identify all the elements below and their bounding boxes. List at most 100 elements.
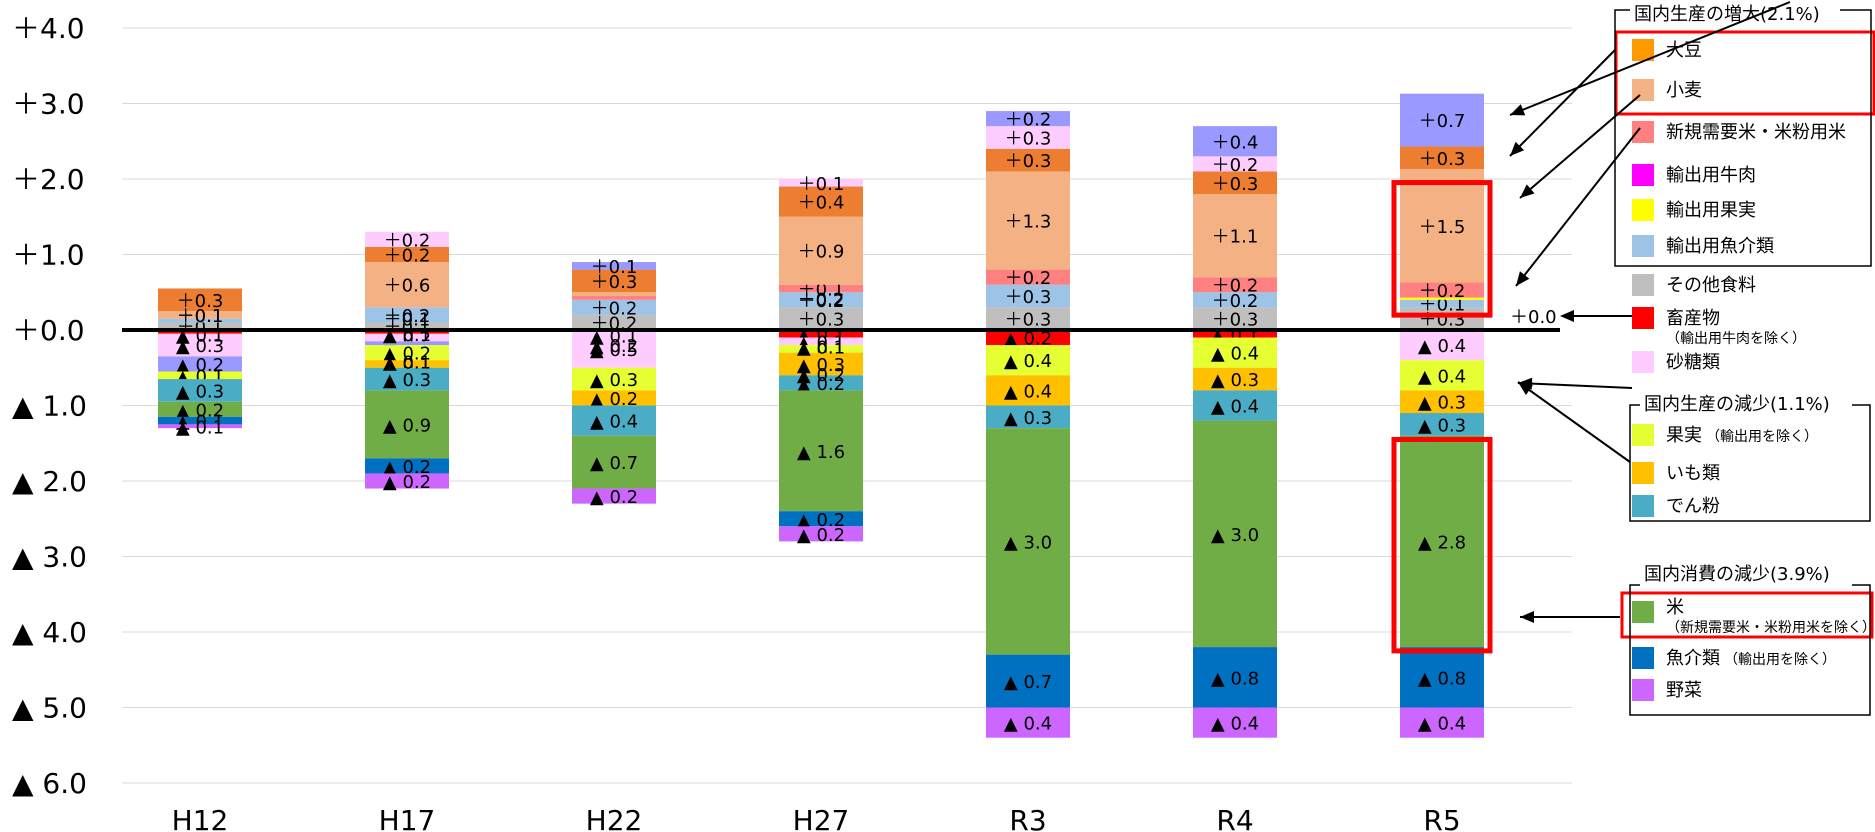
legend-title-bg [1640, 563, 1852, 587]
segment-label: ＋0.4 [1212, 132, 1259, 153]
bar-segment-veg [1400, 707, 1484, 738]
bar-segment-other [572, 314, 656, 330]
arrow-line [1509, 49, 1616, 157]
legend-swatch [1632, 307, 1654, 329]
segment-label: ▲ 2.8 [1418, 532, 1466, 553]
bar-segment-fruit [1400, 360, 1484, 391]
x-tick-label: H12 [172, 804, 229, 832]
y-tick-label: ＋0.0 [12, 314, 85, 347]
bar-segment-fruit [572, 367, 656, 391]
segment-label: ＋0.2 [1419, 281, 1466, 302]
bar-segment-sugar_pos [365, 231, 449, 247]
segment-label: ＋0.9 [798, 242, 845, 263]
legend-note: （輸出用牛肉を除く） [1666, 331, 1806, 347]
segment-label: ▲ 0.3 [1004, 408, 1052, 429]
legend-label: 砂糖類 [1666, 352, 1720, 373]
legend-title-bg [1640, 392, 1852, 416]
highlight-legend-soy-wheat [1614, 30, 1875, 116]
arrow-line [1519, 94, 1641, 199]
bar-segment-rice [1400, 435, 1484, 648]
bar-segment-fish [1193, 647, 1277, 708]
bar-segment-potato [1193, 367, 1277, 391]
bar-segment-rice [158, 401, 242, 417]
bar-segment-potato [1400, 390, 1484, 414]
legend-title-bg [1630, 1, 1840, 23]
segment-label: ＋0.2 [1005, 268, 1052, 289]
segment-label: ▲ 0.7 [1004, 672, 1052, 693]
legend-swatch [1632, 495, 1654, 517]
arrow-line [1517, 381, 1631, 463]
y-tick-label: ＋4.0 [12, 12, 85, 45]
segment-label: ▲ 0.3 [1418, 393, 1466, 414]
segment-label: ＋0.3 [177, 291, 224, 312]
segment-label: ▲ 0.1 [797, 338, 845, 359]
x-tick-label: H22 [586, 804, 643, 832]
bar-segment-fruit [986, 345, 1070, 376]
segment-label: ▲ 0.4 [1211, 714, 1259, 735]
arrow-head [1516, 271, 1530, 286]
arrow-head [1520, 184, 1535, 198]
bar-segment-top_blue [1400, 93, 1484, 147]
bar-segment-rice [1193, 420, 1277, 648]
bar-segment-starch [365, 367, 449, 391]
bar-segment-potato [986, 375, 1070, 406]
bar-segment-export_fruit [1400, 297, 1484, 300]
bar-segment-sugar [158, 333, 242, 357]
segment-label: ▲ 0.1 [383, 353, 431, 374]
bar-segment-new_rice [572, 296, 656, 300]
bar-segment-soy [779, 186, 863, 217]
segment-label: ＋0.3 [1212, 310, 1259, 331]
legend-group-title: 国内生産の増大(2.1%) [1634, 4, 1820, 25]
legend-label: いも類 [1666, 463, 1720, 484]
bar-segment-soy [158, 288, 242, 312]
segment-label: ＋0.1 [591, 257, 638, 278]
legend-swatch [1632, 351, 1654, 373]
bar-segment-livestock [986, 330, 1070, 346]
segment-label: ▲ 0.2 [383, 457, 431, 478]
arrow-head [1518, 382, 1533, 396]
segment-label: ▲ 0.4 [1211, 344, 1259, 365]
segment-label: ＋0.3 [1005, 310, 1052, 331]
legend-label: 畜産物 [1666, 308, 1720, 329]
bar-segment-rice [986, 428, 1070, 655]
bar-segment-veg [779, 526, 863, 542]
bar-segment-export_fish [1193, 292, 1277, 308]
legend-swatch [1632, 121, 1654, 143]
bar-segment-new_rice [1193, 277, 1277, 293]
arrow-head [1510, 141, 1525, 156]
bar-segment-other [779, 307, 863, 330]
legend-swatch [1632, 601, 1654, 623]
bar-segment-rice [572, 435, 656, 489]
bar-segment-other [158, 322, 242, 330]
segment-label: ＋1.5 [1419, 217, 1466, 238]
segment-label: ▲ 0.9 [383, 415, 431, 436]
segment-label: ▲ 0.3 [1211, 370, 1259, 391]
segment-label: ▲ 0.4 [1004, 351, 1052, 372]
segment-label: ▲ 1.6 [797, 442, 845, 463]
bar-segment-soy [1400, 146, 1484, 170]
bar-segment-starch [572, 405, 656, 436]
bar-segment-new_rice [1400, 282, 1484, 298]
y-tick-label: ＋1.0 [12, 239, 85, 272]
bar-segment-rice [365, 390, 449, 459]
segment-label: ＋0.2 [798, 291, 845, 312]
segment-label: ▲ 3.0 [1004, 532, 1052, 553]
legend-label: 輸出用果実 [1666, 200, 1756, 221]
x-tick-label: R4 [1216, 804, 1253, 832]
bar-segment-livestock [1193, 330, 1277, 338]
y-tick-label: ＋2.0 [12, 163, 85, 196]
bar-segment-sugar_pos [1193, 156, 1277, 172]
legend: 国内生産の増大(2.1%) 大豆小麦新規需要米・米粉用米輸出用牛肉輸出用果実輸出用… [1614, 1, 1875, 716]
legend-swatch [1632, 164, 1654, 186]
segment-label: ＋0.2 [1005, 110, 1052, 131]
y-tick-label: ▲ 3.0 [12, 541, 87, 574]
bar-segment-fish [365, 458, 449, 474]
segment-label: ＋0.2 [384, 230, 431, 251]
bar-segment-new_rice [779, 284, 863, 293]
bar-segment-wheat [1400, 169, 1484, 283]
segment-label: ＋0.1 [798, 279, 845, 300]
legend-label: 米 [1666, 597, 1684, 618]
segment-label: ▲ 0.4 [1004, 381, 1052, 402]
arrow-line [1515, 127, 1641, 287]
segment-label: ▲ 0.3 [176, 336, 224, 357]
